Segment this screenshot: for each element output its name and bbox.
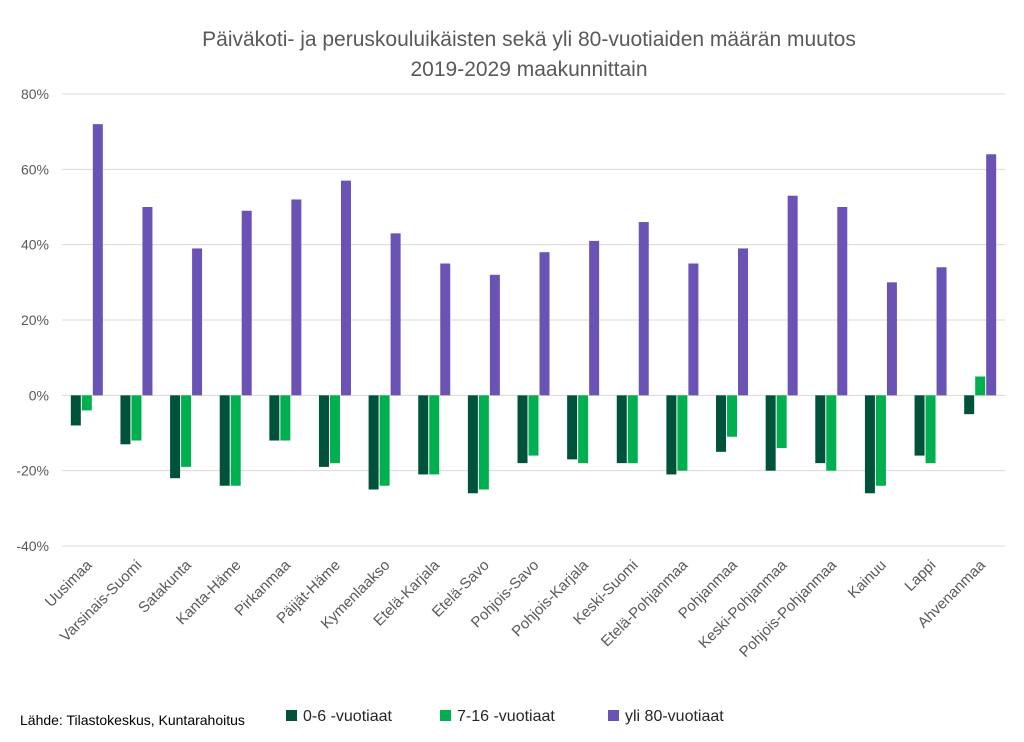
- legend-label: 0-6 -vuotiaat: [303, 708, 392, 725]
- bar-yli-80-vuotiaat-1: [142, 207, 153, 396]
- x-tick-label: Keski-Pohjanmaa: [695, 556, 791, 652]
- bar-7-16-vuotiaat-8: [478, 395, 489, 490]
- y-axis: 80% 60% 40% 20% 0% -20% -40%: [16, 86, 49, 554]
- y-tick-label: 60%: [21, 161, 49, 177]
- bar-yli-80-vuotiaat-16: [886, 282, 897, 396]
- bar-0-6-vuotiaat-6: [368, 395, 379, 490]
- bar-0-6-vuotiaat-9: [517, 395, 528, 464]
- bar-7-16-vuotiaat-13: [727, 395, 738, 437]
- bar-yli-80-vuotiaat-4: [291, 199, 302, 396]
- y-tick-label: 40%: [21, 237, 49, 253]
- bar-0-6-vuotiaat-18: [964, 395, 975, 415]
- bar-0-6-vuotiaat-1: [120, 395, 131, 445]
- bar-0-6-vuotiaat-7: [418, 395, 429, 475]
- bar-yli-80-vuotiaat-7: [440, 263, 451, 396]
- bar-yli-80-vuotiaat-6: [390, 233, 401, 396]
- bar-0-6-vuotiaat-2: [170, 395, 181, 479]
- bar-yli-80-vuotiaat-14: [787, 195, 798, 396]
- bar-yli-80-vuotiaat-9: [539, 252, 550, 396]
- bar-7-16-vuotiaat-3: [230, 395, 241, 486]
- bar-0-6-vuotiaat-17: [914, 395, 925, 456]
- bar-0-6-vuotiaat-11: [616, 395, 627, 464]
- bar-7-16-vuotiaat-6: [379, 395, 390, 486]
- legend-swatch: [608, 710, 619, 721]
- bar-0-6-vuotiaat-0: [70, 395, 81, 426]
- bar-0-6-vuotiaat-5: [318, 395, 329, 467]
- bar-yli-80-vuotiaat-11: [638, 222, 649, 396]
- bar-7-16-vuotiaat-18: [975, 376, 986, 396]
- bar-7-16-vuotiaat-11: [627, 395, 638, 464]
- x-tick-label: Lappi: [901, 557, 939, 595]
- bar-yli-80-vuotiaat-15: [837, 207, 848, 396]
- bar-0-6-vuotiaat-14: [765, 395, 776, 471]
- bar-yli-80-vuotiaat-2: [192, 248, 203, 396]
- legend-label: 7-16 -vuotiaat: [457, 708, 555, 725]
- bar-yli-80-vuotiaat-17: [936, 267, 947, 396]
- bar-0-6-vuotiaat-10: [567, 395, 578, 460]
- bar-0-6-vuotiaat-16: [864, 395, 875, 494]
- x-tick-label: Kainuu: [845, 557, 890, 602]
- bar-7-16-vuotiaat-5: [329, 395, 340, 464]
- bar-0-6-vuotiaat-4: [269, 395, 280, 441]
- x-axis: UusimaaVarsinais-SuomiSatakuntaKanta-Häm…: [42, 556, 990, 660]
- chart-title-line-1: Päiväkoti- ja peruskouluikäisten sekä yl…: [202, 28, 856, 51]
- bar-yli-80-vuotiaat-8: [489, 274, 500, 396]
- legend-swatch: [440, 710, 451, 721]
- bar-yli-80-vuotiaat-0: [92, 124, 103, 396]
- bar-7-16-vuotiaat-0: [81, 395, 92, 411]
- bar-7-16-vuotiaat-7: [429, 395, 440, 475]
- y-tick-label: -20%: [16, 463, 49, 479]
- bar-yli-80-vuotiaat-12: [688, 263, 699, 396]
- legend-swatch: [286, 710, 297, 721]
- bar-7-16-vuotiaat-1: [131, 395, 142, 441]
- bar-7-16-vuotiaat-14: [776, 395, 787, 449]
- bar-yli-80-vuotiaat-5: [340, 180, 351, 396]
- bar-yli-80-vuotiaat-3: [241, 210, 252, 396]
- legend-label: yli 80-vuotiaat: [625, 708, 724, 725]
- chart-title: Päiväkoti- ja peruskouluikäisten sekä yl…: [202, 28, 856, 81]
- gridlines: [62, 93, 1005, 547]
- bars: [70, 124, 997, 494]
- bar-yli-80-vuotiaat-10: [589, 240, 600, 396]
- y-tick-label: 80%: [21, 86, 49, 102]
- bar-7-16-vuotiaat-12: [677, 395, 688, 471]
- source-note: Lähde: Tilastokeskus, Kuntarahoitus: [20, 712, 245, 728]
- bar-7-16-vuotiaat-2: [181, 395, 192, 467]
- bar-0-6-vuotiaat-15: [815, 395, 826, 464]
- bar-yli-80-vuotiaat-18: [986, 154, 997, 396]
- bar-0-6-vuotiaat-13: [716, 395, 727, 452]
- y-tick-label: 0%: [29, 387, 49, 403]
- x-tick-label: Etelä-Pohjanmaa: [598, 556, 692, 650]
- bar-0-6-vuotiaat-8: [467, 395, 478, 494]
- bar-yli-80-vuotiaat-13: [738, 248, 749, 396]
- legend: 0-6 -vuotiaat 7-16 -vuotiaat yli 80-vuotia…: [286, 708, 724, 725]
- x-tick-label: Pohjois-Pohjanmaa: [736, 556, 840, 660]
- bar-7-16-vuotiaat-15: [826, 395, 837, 471]
- y-tick-label: 20%: [21, 312, 49, 328]
- bar-7-16-vuotiaat-16: [875, 395, 886, 486]
- bar-0-6-vuotiaat-12: [666, 395, 677, 475]
- y-tick-label: -40%: [16, 538, 49, 554]
- bar-0-6-vuotiaat-3: [219, 395, 230, 486]
- chart-title-line-2: 2019-2029 maakunnittain: [410, 58, 647, 81]
- bar-7-16-vuotiaat-9: [528, 395, 539, 456]
- bar-7-16-vuotiaat-17: [925, 395, 936, 464]
- bar-7-16-vuotiaat-10: [578, 395, 589, 464]
- bar-7-16-vuotiaat-4: [280, 395, 291, 441]
